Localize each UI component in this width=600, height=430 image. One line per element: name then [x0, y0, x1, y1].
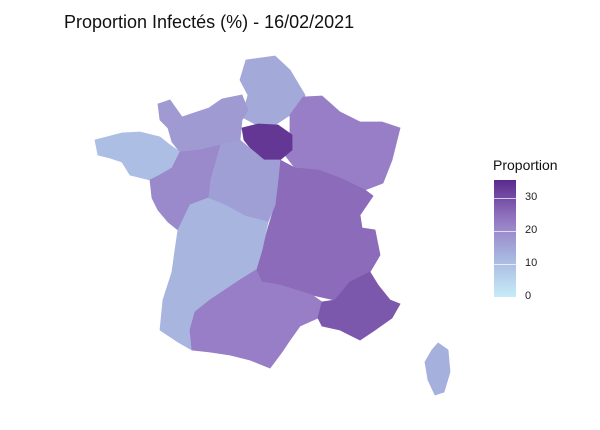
map-title: Proportion Infectés (%) - 16/02/2021	[64, 12, 355, 32]
legend-tick-10: 10	[525, 257, 538, 269]
region-grand-est[interactable]	[284, 95, 401, 191]
legend-tick-30: 30	[525, 191, 538, 203]
region-normandie[interactable]	[157, 94, 249, 153]
region-provence-alpes-cote-dazur[interactable]	[317, 271, 401, 341]
legend-title: Proportion	[493, 157, 558, 173]
region-corse[interactable]	[424, 342, 451, 396]
legend-tick-20: 20	[525, 224, 538, 236]
region-hauts-de-france[interactable]	[239, 55, 306, 126]
region-occitanie[interactable]	[189, 269, 323, 369]
legend-tick-0: 0	[525, 290, 532, 302]
legend-tickmark-20	[494, 231, 516, 232]
legend-tickmark-10	[494, 264, 516, 265]
legend-color-bar	[494, 180, 516, 297]
legend-tickmark-30	[494, 198, 516, 199]
region-ile-de-france[interactable]	[241, 123, 293, 161]
